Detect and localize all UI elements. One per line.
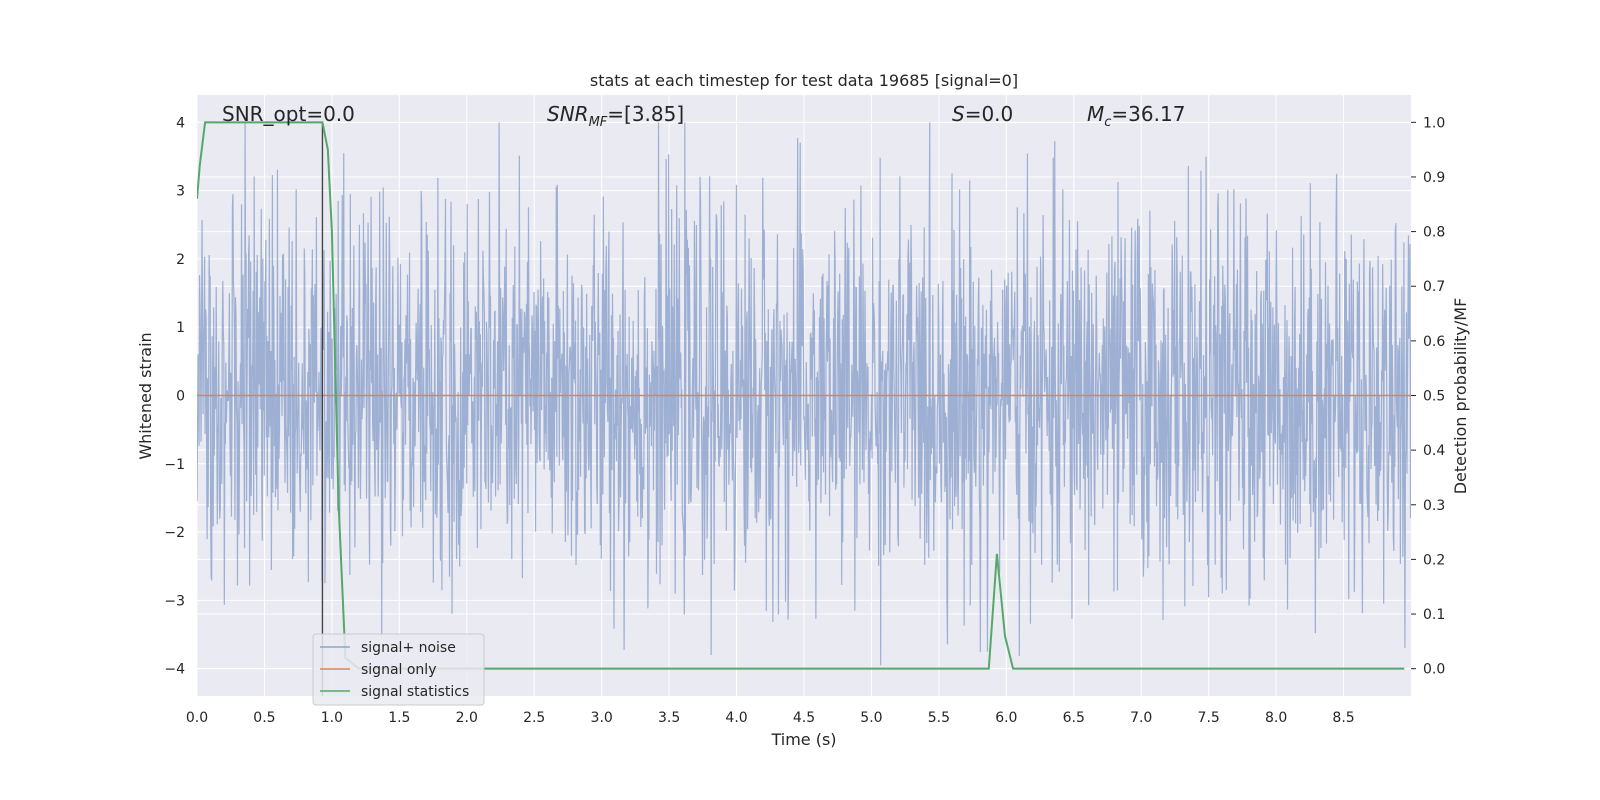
x-tick-label: 1.5 — [388, 710, 410, 726]
x-tick-label: 4.0 — [725, 710, 747, 726]
chart-title: stats at each timestep for test data 196… — [590, 71, 1018, 90]
y-right-tick-label: 1.0 — [1423, 115, 1445, 131]
y-right-tick-label: 0.2 — [1423, 552, 1445, 568]
annotation-s-label: S — [952, 102, 965, 126]
y-left-tick-label: 2 — [176, 252, 185, 268]
y-axis-right-ticks: 1.0 0.9 0.8 0.7 0.6 0.5 0.4 0.3 0.2 0.1 0.0 — [1411, 115, 1445, 678]
x-tick-label: 2.5 — [523, 710, 545, 726]
x-tick-label: 0.0 — [186, 710, 208, 726]
legend-label-noise: signal+ noise — [361, 640, 456, 656]
x-tick-label: 0.5 — [253, 710, 275, 726]
y-left-tick-label: 3 — [176, 184, 185, 200]
y-left-tick-label: 4 — [176, 115, 185, 131]
y-left-tick-label: −3 — [164, 593, 185, 609]
series-signal-noise — [197, 122, 1411, 666]
x-tick-label: 7.0 — [1130, 710, 1152, 726]
legend-label-stats: signal statistics — [361, 684, 469, 700]
legend-box — [312, 633, 485, 706]
x-tick-label: 2.0 — [456, 710, 478, 726]
y-left-tick-label: −4 — [164, 662, 185, 678]
y-axis-left-ticks: 4 3 2 1 0 −1 −2 −3 −4 — [164, 115, 185, 677]
x-tick-label: 3.5 — [658, 710, 680, 726]
y-axis-right-label: Detection probability/MF — [1451, 298, 1470, 495]
y-left-tick-label: −1 — [164, 457, 185, 473]
y-right-tick-label: 0.7 — [1423, 279, 1445, 295]
annotation-mc: Mc=36.17 — [1087, 102, 1185, 130]
annotation-snr-opt: SNR_opt=0.0 — [222, 102, 355, 126]
x-tick-label: 8.0 — [1265, 710, 1287, 726]
y-right-tick-label: 0.1 — [1423, 607, 1445, 623]
x-tick-label: 1.0 — [321, 710, 343, 726]
y-right-tick-label: 0.6 — [1423, 334, 1445, 350]
annotation-snr-mf-base: SNR — [547, 102, 589, 126]
x-tick-label: 4.5 — [793, 710, 815, 726]
x-tick-label: 6.0 — [995, 710, 1017, 726]
annotation-snr-mf-sub: MF — [589, 115, 608, 130]
annotation-mc-base: M — [1087, 102, 1104, 126]
annotation-s-value: =0.0 — [965, 102, 1014, 126]
annotation-snr-mf: SNRMF=[3.85] — [547, 102, 684, 130]
y-right-tick-label: 0.4 — [1423, 443, 1445, 459]
legend: signal+ noise signal only signal statist… — [312, 633, 485, 706]
y-right-tick-label: 0.8 — [1423, 225, 1445, 241]
y-axis-left-label: Whitened strain — [136, 332, 155, 459]
y-left-tick-label: −2 — [164, 525, 185, 541]
y-right-tick-label: 0.0 — [1423, 662, 1445, 678]
annotation-snr-mf-value: =[3.85] — [607, 102, 684, 126]
y-right-tick-label: 0.9 — [1423, 170, 1445, 186]
y-right-tick-label: 0.3 — [1423, 498, 1445, 514]
noise-trace — [197, 122, 1411, 666]
x-tick-label: 5.5 — [928, 710, 950, 726]
y-left-tick-label: 1 — [176, 320, 185, 336]
x-tick-label: 6.5 — [1063, 710, 1085, 726]
y-right-tick-label: 0.5 — [1423, 389, 1445, 405]
annotation-mc-sub: c — [1104, 115, 1111, 130]
x-tick-label: 7.5 — [1198, 710, 1220, 726]
legend-label-signal: signal only — [361, 662, 436, 678]
annotation-mc-value: =36.17 — [1111, 102, 1185, 126]
x-axis-ticks: 0.0 0.5 1.0 1.5 2.0 2.5 3.0 3.5 4.0 4.5 5.0 5.5 6.0 6… — [186, 710, 1355, 726]
x-tick-label: 8.5 — [1332, 710, 1354, 726]
x-tick-label: 3.0 — [591, 710, 613, 726]
y-left-tick-label: 0 — [176, 389, 185, 405]
x-tick-label: 5.0 — [860, 710, 882, 726]
x-axis-label: Time (s) — [770, 730, 836, 749]
annotation-s: S=0.0 — [952, 102, 1013, 126]
